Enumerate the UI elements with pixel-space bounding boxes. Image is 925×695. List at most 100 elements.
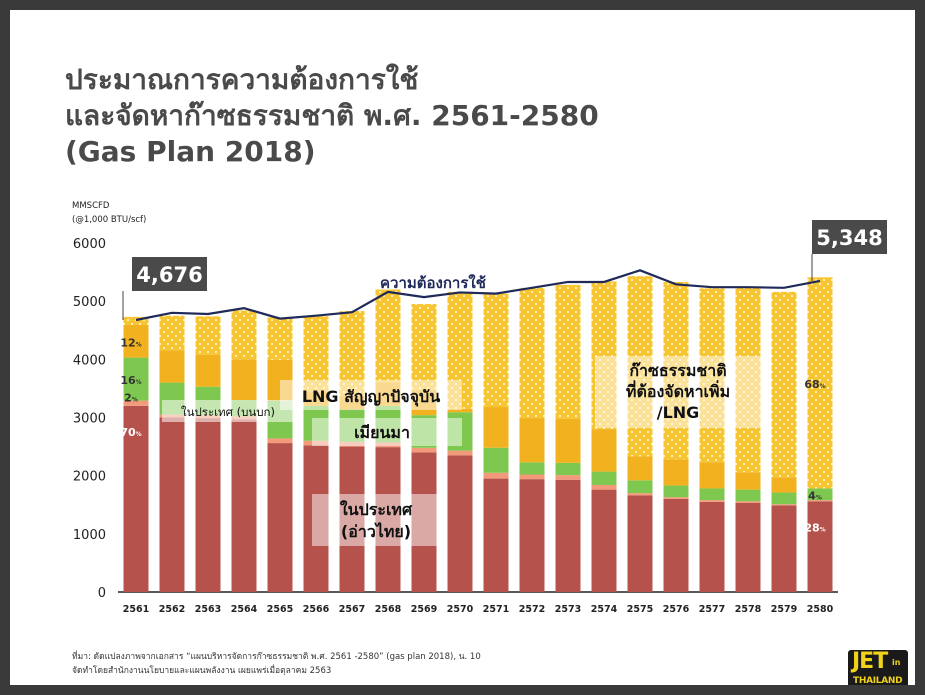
bar-segment-myanmar <box>267 438 293 444</box>
source-note: ที่มา: ดัดแปลงภาพจากเอกสาร “แผนบริหารจัด… <box>72 650 481 678</box>
x-tick-label: 2573 <box>555 604 581 615</box>
x-tick-label: 2580 <box>807 604 834 615</box>
x-tick-label: 2568 <box>375 604 402 615</box>
bar-segment-domestic <box>663 498 689 592</box>
bar-segment-lng_contract <box>663 485 689 498</box>
y-unit-label: MMSCFD <box>72 201 110 211</box>
bar-segment-additional <box>771 291 797 478</box>
bar-segment-domestic <box>519 479 545 592</box>
region-label-bg <box>162 400 294 422</box>
bar-segment-additional <box>411 304 437 391</box>
y-unit-label: (@1,000 BTU/scf) <box>72 215 146 225</box>
bar-segment-lng_extra <box>447 408 473 413</box>
x-tick-label: 2561 <box>123 604 149 615</box>
bar-segment-domestic <box>195 418 221 592</box>
slide: ประมาณการความต้องการใช้ และจัดหาก๊าซธรรม… <box>10 10 915 685</box>
logo-subtext: THAILAND <box>853 676 903 685</box>
region-label-domestic-gulf: ในประเทศ <box>340 500 413 519</box>
region-label-additional-lng: ก๊าซธรรมชาติ <box>629 361 726 380</box>
bar-segment-myanmar <box>699 500 725 502</box>
x-tick-label: 2575 <box>627 604 653 615</box>
y-tick-label: 3000 <box>73 412 106 427</box>
bar-segment-lng_extra <box>627 456 653 481</box>
bar-segment-additional <box>195 316 221 355</box>
percent-sign: % <box>132 397 138 404</box>
bar-segment-domestic <box>267 443 293 592</box>
percent-sign: % <box>820 526 826 533</box>
x-tick-label: 2571 <box>483 604 509 615</box>
x-tick-label: 2564 <box>231 604 258 615</box>
x-tick-label: 2578 <box>735 604 762 615</box>
bar-segment-myanmar <box>627 493 653 496</box>
bar-segment-additional <box>807 277 833 489</box>
title-line-3: (Gas Plan 2018) <box>65 135 316 168</box>
bar-segment-lng_contract <box>807 488 833 501</box>
bar-segment-lng_extra <box>735 472 761 490</box>
bar-segment-lng_extra <box>771 477 797 493</box>
bar-segment-myanmar <box>519 474 545 480</box>
bar-segment-lng_extra <box>231 359 257 401</box>
bar-segment-domestic <box>699 501 725 592</box>
bar-segment-myanmar <box>447 450 473 456</box>
y-tick-label: 0 <box>98 586 106 601</box>
bar-segment-domestic <box>483 478 509 592</box>
x-tick-label: 2574 <box>591 604 618 615</box>
bar-segment-domestic <box>447 455 473 592</box>
bar-segment-lng_extra <box>699 462 725 489</box>
region-label-additional-lng: /LNG <box>657 403 700 422</box>
x-tick-label: 2570 <box>447 604 474 615</box>
x-tick-label: 2579 <box>771 604 797 615</box>
bar-segment-lng_contract <box>627 480 653 494</box>
bar-segment-lng_contract <box>483 447 509 473</box>
bar-segment-domestic <box>123 405 149 592</box>
percent-sign: % <box>816 494 822 501</box>
bar-segment-myanmar <box>771 504 797 506</box>
bar-segment-additional <box>159 315 185 351</box>
bar-segment-myanmar <box>483 472 509 479</box>
bar-segment-additional <box>231 310 257 360</box>
region-label-bg <box>312 418 462 446</box>
demand-line-label: ความต้องการใช้ <box>380 274 486 292</box>
callout-value: 4,676 <box>136 263 202 287</box>
bar-segment-lng_extra <box>159 350 185 383</box>
jet-in-thailand-logo: JET in THAILAND <box>848 650 908 685</box>
callout-value: 5,348 <box>816 226 882 250</box>
bar-segment-lng_extra <box>663 459 689 486</box>
percent-sign: % <box>136 379 142 386</box>
demand-line <box>135 269 821 322</box>
callout-box <box>132 257 207 291</box>
bar-segment-myanmar <box>123 400 149 406</box>
logo-text: JET <box>852 649 888 674</box>
x-tick-label: 2569 <box>411 604 437 615</box>
y-tick-label: 2000 <box>73 470 106 485</box>
source-line-1: ที่มา: ดัดแปลงภาพจากเอกสาร “แผนบริหารจัด… <box>72 652 481 662</box>
title-line-1: ประมาณการความต้องการใช้ <box>65 63 419 96</box>
bar-segment-myanmar <box>807 500 833 502</box>
bar-segment-lng_contract <box>519 462 545 475</box>
bar-segment-domestic <box>735 503 761 592</box>
bar-segment-myanmar <box>411 447 437 453</box>
y-tick-label: 1000 <box>73 528 106 543</box>
x-tick-label: 2562 <box>159 604 185 615</box>
x-tick-label: 2566 <box>303 604 330 615</box>
bar-segment-lng_contract <box>771 492 797 505</box>
bar-segment-domestic <box>807 501 833 592</box>
bar-segment-lng_extra <box>555 418 581 463</box>
region-label-bg <box>312 494 440 546</box>
title-line-2: และจัดหาก๊าซธรรมชาติ พ.ศ. 2561-2580 <box>65 99 599 132</box>
bar-segment-lng_extra <box>591 429 617 472</box>
x-tick-label: 2572 <box>519 604 545 615</box>
bar-segment-domestic <box>771 505 797 592</box>
bar-segment-lng_contract <box>699 488 725 501</box>
bar-segment-additional <box>123 316 149 326</box>
x-tick-label: 2563 <box>195 604 221 615</box>
x-tick-label: 2567 <box>339 604 365 615</box>
bar-segment-myanmar <box>555 475 581 480</box>
region-label-lng-contract: LNG สัญญาปัจจุบัน <box>302 387 440 407</box>
y-tick-label: 4000 <box>73 353 106 368</box>
x-tick-label: 2577 <box>699 604 725 615</box>
bar-segment-lng_extra <box>483 407 509 448</box>
x-tick-label: 2565 <box>267 604 293 615</box>
bar-segment-domestic <box>231 419 257 592</box>
callout-box <box>812 220 887 254</box>
